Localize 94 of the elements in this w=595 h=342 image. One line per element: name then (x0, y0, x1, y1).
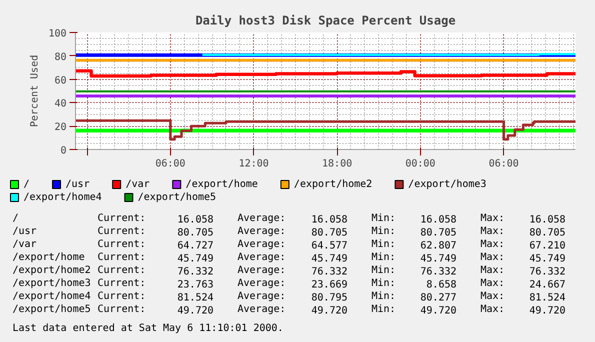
text: Average: (238, 239, 286, 250)
x-tick-label: 18:00 (322, 158, 352, 170)
text: Current: (98, 239, 146, 250)
text: Current: (98, 304, 146, 315)
text: Average: (238, 304, 286, 315)
text: Min: (372, 291, 396, 302)
text: Average: (238, 226, 286, 237)
text: Average: (238, 213, 286, 224)
text: 81.524 (177, 292, 214, 304)
text: /export/home4 (12, 291, 91, 302)
text: Current: (98, 291, 146, 302)
text: 8.658 (426, 280, 457, 290)
text: /export/home5 (12, 304, 91, 315)
x-tick-label: 06:00 (155, 158, 186, 170)
text: 76.332 (529, 266, 566, 278)
text: 64.727 (177, 240, 214, 252)
text: 80.795 (311, 292, 348, 304)
text: / (12, 213, 19, 224)
text: /usr (12, 226, 37, 237)
text: Last data entered at Sat May 6 11:10:01 2000. (12, 323, 284, 334)
text: Max: (480, 265, 505, 276)
y-tick-label: 40 (54, 98, 67, 110)
legend-label: /var (126, 179, 150, 190)
text: Max: (480, 278, 505, 289)
text: Min: (372, 304, 396, 315)
text: 80.705 (420, 228, 456, 238)
text: Min: (372, 239, 396, 250)
x-tick-label: 00:00 (405, 158, 436, 170)
text: Average: (238, 265, 286, 276)
text: 23.669 (311, 280, 348, 290)
y-tick-label: 100 (48, 28, 66, 40)
text: 45.749 (420, 254, 456, 264)
text: Min: (372, 226, 396, 237)
text: 45.749 (177, 254, 214, 264)
y-tick-label: 0 (60, 146, 67, 156)
text: 16.058 (311, 214, 348, 226)
text: 49.720 (177, 306, 214, 316)
text: Max: (480, 213, 505, 224)
legend-label: / (24, 179, 30, 190)
text: Current: (98, 252, 146, 263)
legend-label: /export/home4 (24, 192, 102, 203)
text: /var (12, 239, 37, 250)
legend-label: /usr (66, 179, 90, 190)
text: Max: (480, 252, 505, 263)
text: 80.705 (529, 228, 566, 238)
text: Max: (480, 226, 505, 237)
y-tick-label: 60 (54, 75, 67, 86)
text: 76.332 (420, 266, 456, 278)
text: 45.749 (311, 254, 348, 264)
text: 24.667 (529, 280, 566, 290)
text: Max: (480, 304, 505, 315)
text: 64.577 (311, 240, 348, 252)
y-axis-title: Percent Used (29, 54, 40, 128)
text: 80.705 (311, 228, 348, 238)
text: 80.705 (177, 228, 214, 238)
y-tick-label: 80 (54, 52, 67, 63)
text: /export/home (12, 252, 85, 263)
text: Min: (372, 252, 396, 263)
text: /export/home3 (12, 278, 91, 289)
text: 23.763 (177, 280, 214, 290)
text: Current: (98, 278, 146, 289)
chart-title: Daily host3 Disk Space Percent Usage (195, 14, 456, 28)
text: 45.749 (529, 254, 566, 264)
legend-label: /export/home (186, 179, 258, 190)
text: 67.210 (529, 240, 566, 252)
text: Max: (480, 239, 505, 250)
x-tick-label: 06:00 (488, 158, 519, 170)
text: Current: (98, 213, 146, 224)
text: 76.332 (311, 266, 348, 278)
text: Average: (238, 252, 286, 263)
text: 16.058 (177, 214, 214, 226)
text: 49.720 (311, 306, 348, 316)
text: 49.720 (420, 306, 456, 316)
text: 16.058 (529, 214, 566, 226)
legend-label: /export/home2 (294, 179, 372, 190)
text: Max: (480, 291, 505, 302)
legend-label: /export/home5 (138, 192, 216, 203)
text: 49.720 (529, 306, 566, 316)
text: Average: (238, 291, 286, 302)
text: Min: (372, 278, 396, 289)
text: Average: (238, 278, 286, 289)
text: 76.332 (177, 266, 214, 278)
text: 80.277 (420, 292, 456, 304)
text: Min: (372, 265, 396, 276)
text: Current: (98, 226, 146, 237)
text: 81.524 (529, 292, 566, 304)
text: 62.807 (420, 240, 456, 252)
x-tick-label: 12:00 (238, 158, 269, 170)
text: Min: (372, 213, 396, 224)
text: 16.058 (420, 214, 456, 226)
y-tick-label: 20 (54, 122, 67, 134)
text: /export/home2 (12, 265, 91, 276)
text: Current: (98, 265, 146, 276)
legend-label: /export/home3 (408, 179, 486, 190)
